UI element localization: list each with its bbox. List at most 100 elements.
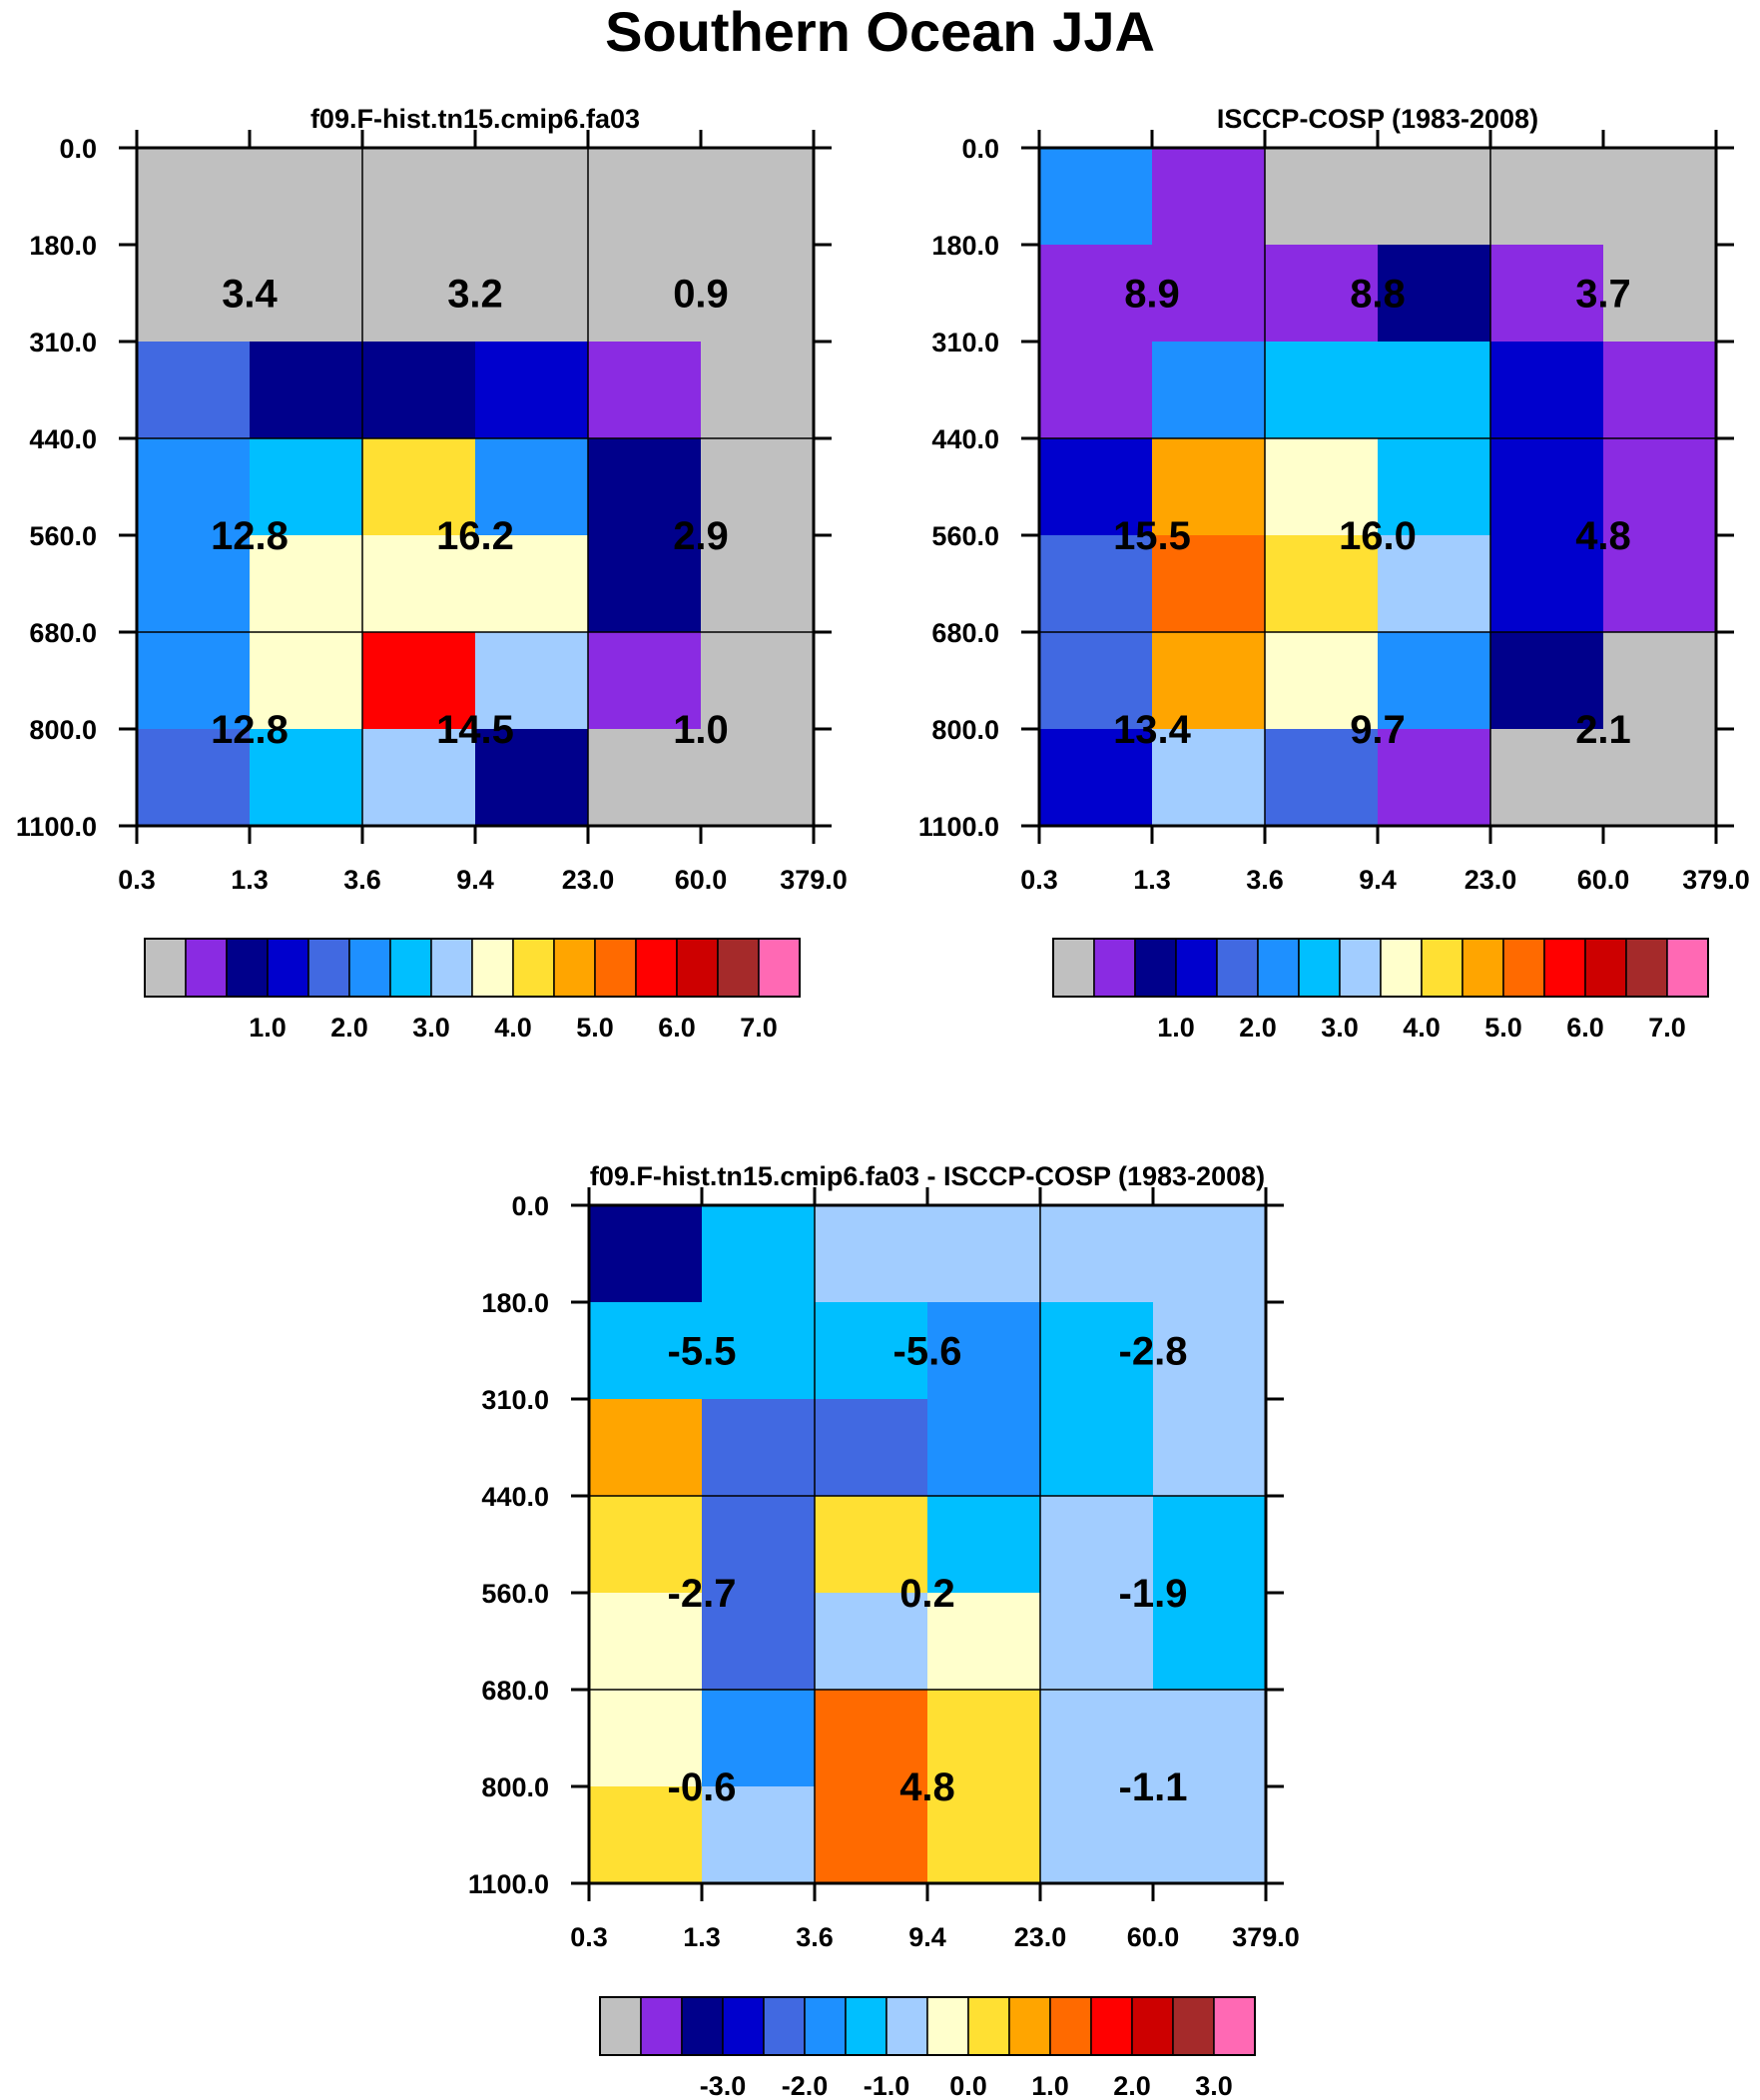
colorbar: 1.0 2.0 3.0 4.0 5.0 6.0 7.0	[1052, 938, 1709, 1043]
heatmap-cell	[701, 148, 815, 246]
colorbar-frame	[1052, 938, 1709, 998]
x-tick-label: 9.4	[1359, 865, 1397, 895]
x-tick-label: 1.3	[1133, 865, 1171, 895]
heatmap-cell	[1039, 148, 1153, 246]
colorbar-swatch	[512, 938, 555, 998]
heatmap-cell	[1490, 148, 1604, 246]
y-tick-label: 680.0	[931, 618, 999, 648]
y-tick-label: 180.0	[481, 1288, 549, 1318]
heatmap-cell	[362, 632, 476, 730]
heatmap-cell	[1152, 535, 1266, 633]
heatmap-cell	[250, 729, 363, 827]
cell-value-label: 14.5	[436, 708, 514, 752]
heatmap-cell	[1040, 1690, 1154, 1787]
heatmap-cell	[589, 1399, 703, 1497]
colorbar-swatch	[758, 938, 801, 998]
colorbar-swatch	[553, 938, 596, 998]
heatmap-cell	[588, 535, 702, 633]
colorbar-swatch	[144, 938, 187, 998]
cell-value-label: 0.2	[899, 1572, 955, 1616]
y-tick-label: 800.0	[481, 1772, 549, 1802]
cell-value-label: -2.8	[1119, 1330, 1188, 1374]
heatmap-cell	[362, 342, 476, 439]
x-tick-label: 379.0	[1232, 1922, 1300, 1952]
heatmap-cell	[1265, 632, 1379, 730]
colorbar-swatch	[1462, 938, 1504, 998]
cell-value-label: 12.8	[211, 708, 289, 752]
heatmap-cell	[589, 1205, 703, 1303]
heatmap-cell	[1265, 535, 1379, 633]
heatmap-cell	[1040, 1786, 1154, 1884]
heatmap-cell	[1265, 342, 1379, 439]
heatmap-cell	[1490, 245, 1604, 343]
heatmap-panel-2: ISCCP-COSP (1983-2008) 0.3 1.3 3.6 9.4 23.0 60…	[918, 104, 1750, 1043]
y-tick-label: 800.0	[931, 715, 999, 745]
cell-value-label: -0.6	[668, 1765, 737, 1809]
colorbar-swatch	[722, 1996, 765, 2056]
y-tick-label: 560.0	[931, 521, 999, 551]
heatmap-cell	[702, 1496, 816, 1594]
heatmap-cell	[137, 245, 251, 343]
colorbar-swatch	[1216, 938, 1259, 998]
heatmap-cell	[815, 1205, 928, 1303]
colorbar-swatch	[845, 1996, 887, 2056]
y-tick-label: 680.0	[29, 618, 97, 648]
y-tick-label: 680.0	[481, 1676, 549, 1706]
heatmap-cell	[702, 1302, 816, 1400]
heatmap-cell	[702, 1205, 816, 1303]
x-tick-label: 0.3	[1020, 865, 1058, 895]
cell-value-label: 3.2	[447, 273, 503, 317]
cell-value-label: -5.5	[668, 1330, 737, 1374]
x-tick-label: 379.0	[780, 865, 848, 895]
heatmap-cell	[1603, 632, 1717, 730]
heatmap-cell	[1039, 632, 1153, 730]
heatmap-cell	[815, 1302, 928, 1400]
heatmap-cell	[1152, 729, 1266, 827]
cell-value-label: 9.7	[1350, 708, 1406, 752]
colorbar-swatch	[1543, 938, 1586, 998]
heatmap-cell	[1040, 1302, 1154, 1400]
heatmap-cell	[1378, 342, 1491, 439]
colorbar-swatch	[471, 938, 514, 998]
heatmap-cell	[137, 148, 251, 246]
y-tick-label: 440.0	[481, 1482, 549, 1512]
heatmap-cell	[1153, 1399, 1267, 1497]
colorbar-swatch	[389, 938, 432, 998]
heatmap-cell	[1603, 729, 1717, 827]
x-tick-label: 23.0	[562, 865, 615, 895]
cell-value-label: 3.4	[222, 273, 278, 317]
heatmap-cell	[1378, 438, 1491, 536]
heatmap-cell	[702, 1399, 816, 1497]
heatmap-cell	[701, 438, 815, 536]
x-tick-label: 23.0	[1465, 865, 1517, 895]
colorbar-swatch	[1052, 938, 1095, 998]
cell-value-label: 0.9	[673, 273, 729, 317]
heatmap-cell	[475, 342, 589, 439]
heatmap-cell	[1039, 438, 1153, 536]
heatmap-cell	[1603, 245, 1717, 343]
y-tick-label: 0.0	[59, 134, 97, 164]
heatmap-cell	[475, 148, 589, 246]
colorbar-frame	[144, 938, 801, 998]
panel-title: f09.F-hist.tn15.cmip6.fa03 - ISCCP-COSP …	[590, 1161, 1265, 1191]
colorbar-swatch	[1008, 1996, 1051, 2056]
colorbar-swatch	[804, 1996, 847, 2056]
heatmap-cell	[137, 535, 251, 633]
x-tick-label: 1.3	[683, 1922, 721, 1952]
heatmap-cell	[1153, 1786, 1267, 1884]
heatmap-cell	[589, 1496, 703, 1594]
heatmap-cell	[250, 535, 363, 633]
heatmap-cell	[1265, 148, 1379, 246]
heatmap-cell	[1153, 1593, 1267, 1691]
heatmap-cell	[927, 1399, 1041, 1497]
colorbar-frame	[599, 1996, 1256, 2056]
heatmap-cell	[1153, 1302, 1267, 1400]
heatmap-cell	[1603, 342, 1717, 439]
heatmap-cell	[362, 535, 476, 633]
colorbar-swatch	[1380, 938, 1423, 998]
heatmap-cell	[1378, 245, 1491, 343]
colorbar: -3.0 -2.0 -1.0 0.0 1.0 2.0 3.0	[599, 1996, 1256, 2100]
x-tick-label: 9.4	[456, 865, 494, 895]
heatmap-cell	[702, 1593, 816, 1691]
y-tick-label: 1100.0	[468, 1869, 549, 1899]
